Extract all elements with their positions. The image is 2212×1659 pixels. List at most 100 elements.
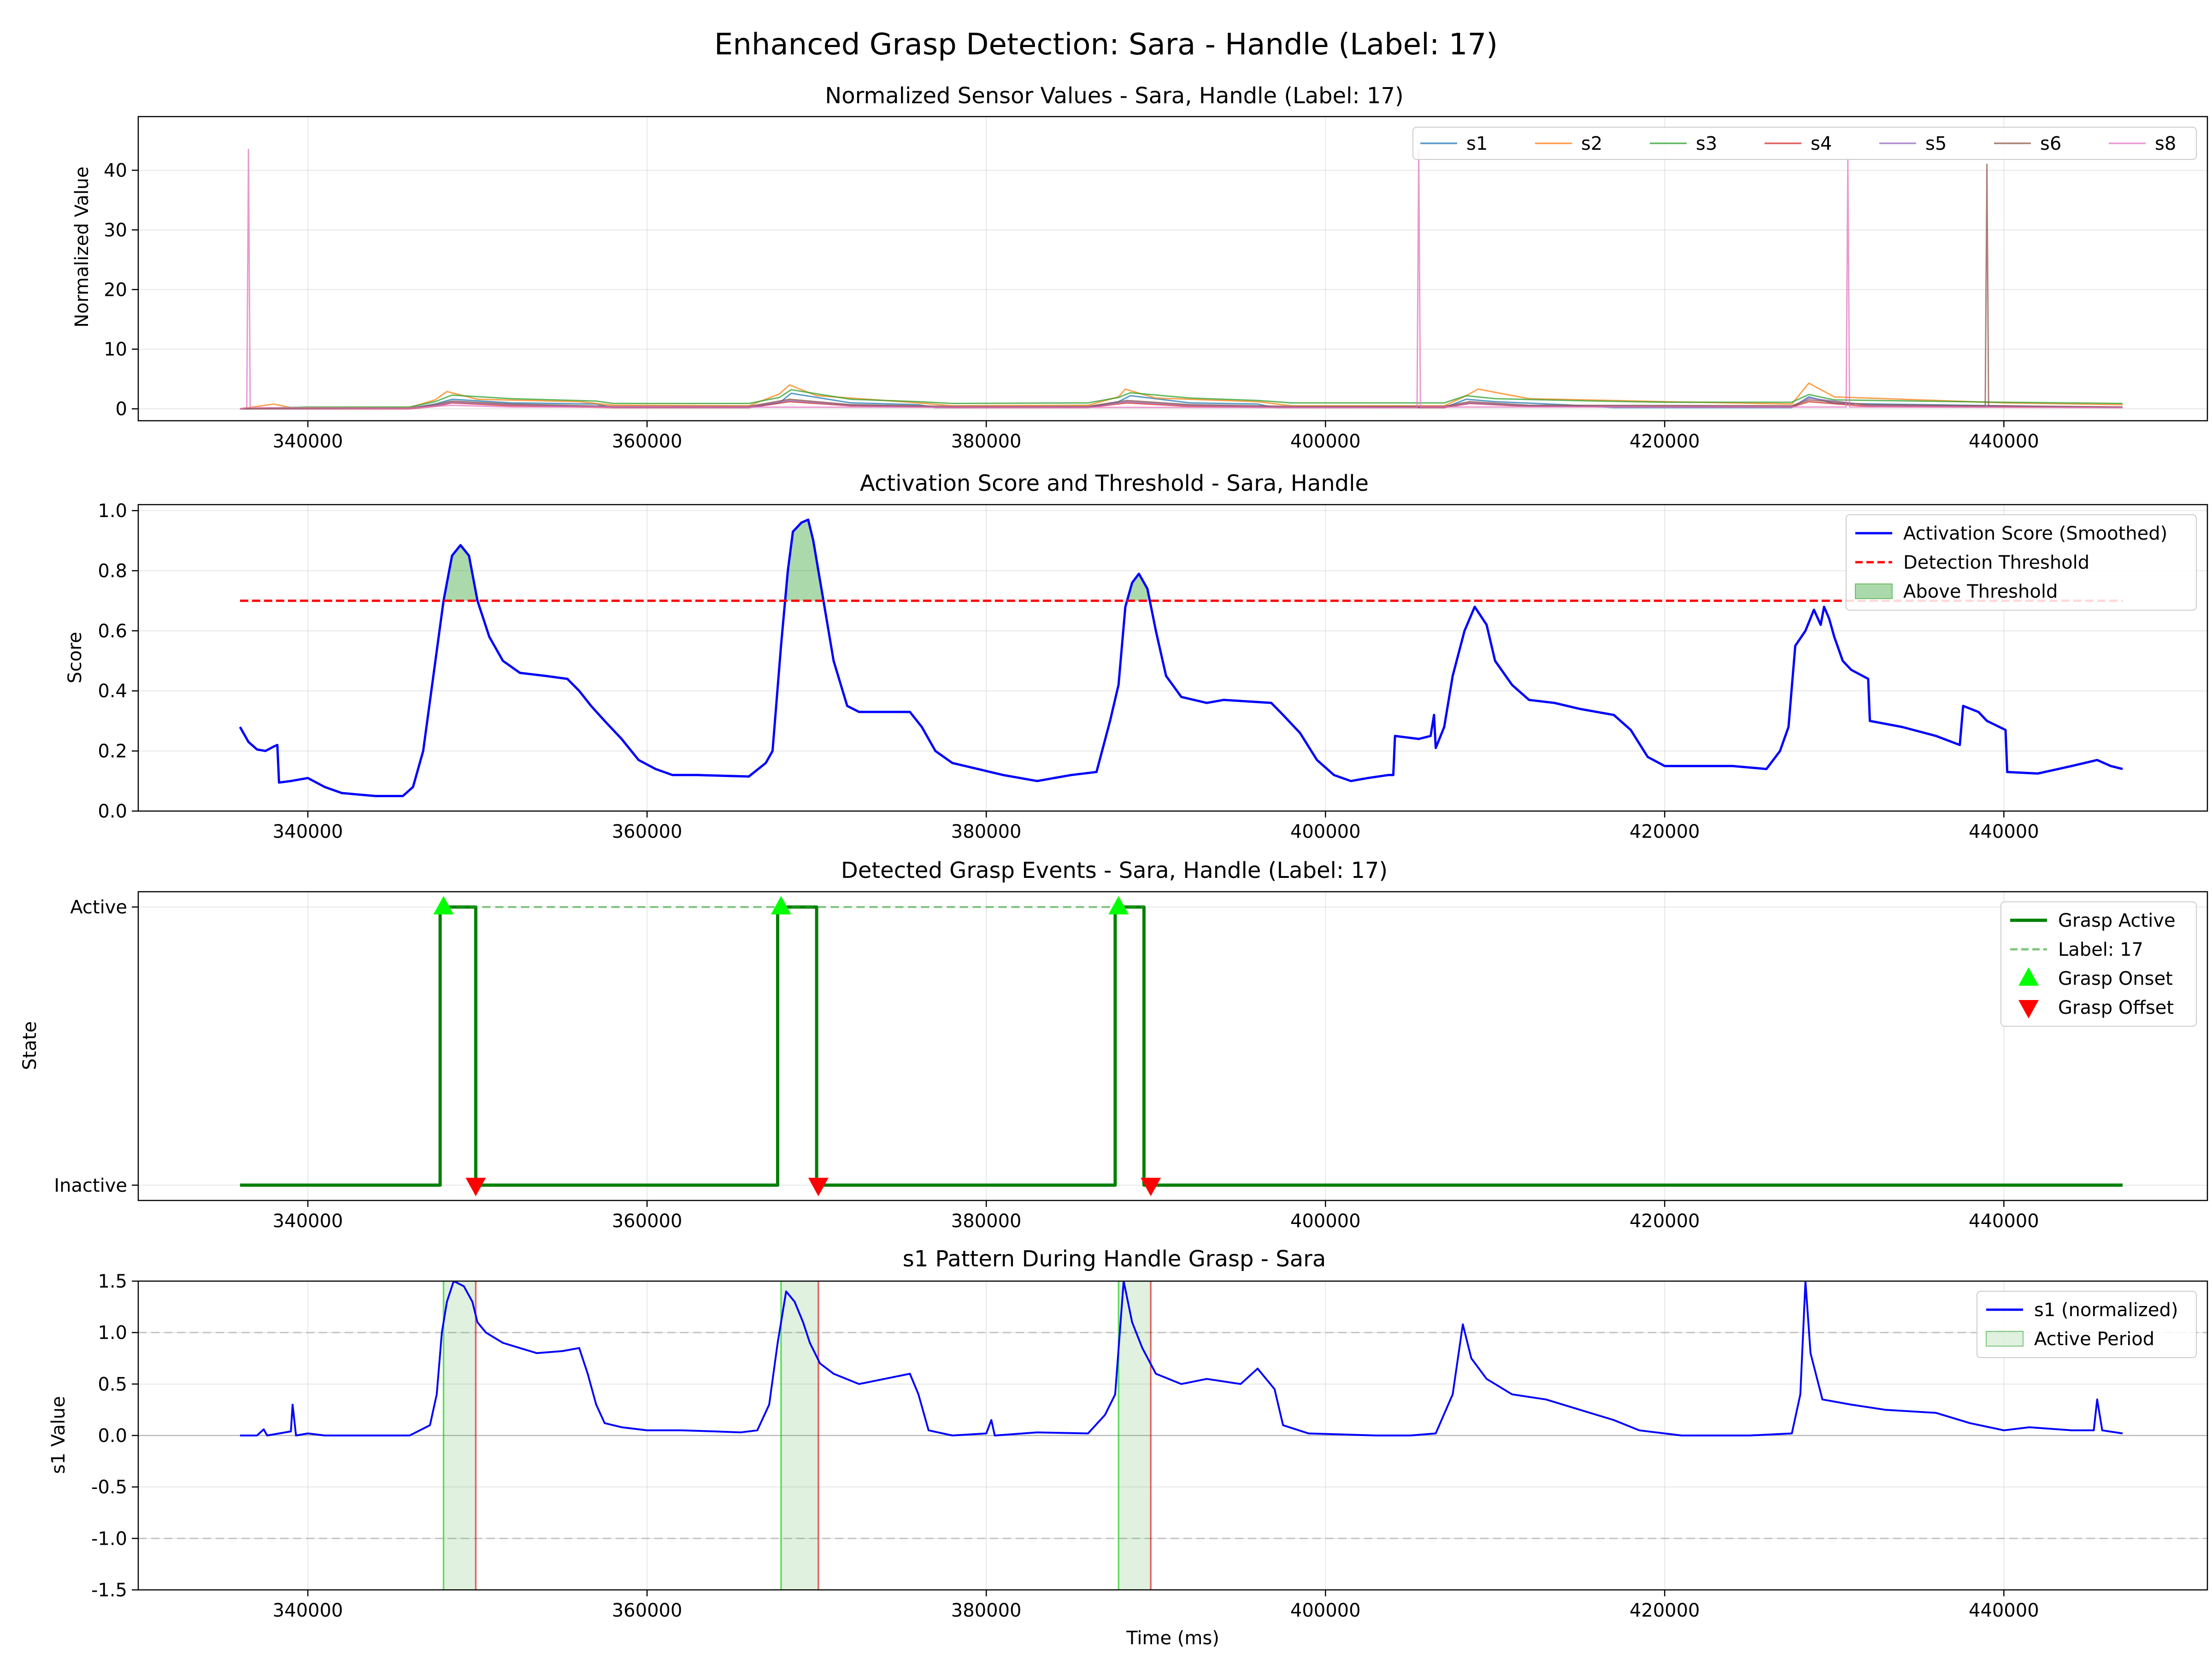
panel4-title: s1 Pattern During Handle Grasp - Sara <box>903 1246 1326 1272</box>
x-tick-label: 380000 <box>951 1211 1022 1232</box>
x-tick-label: 360000 <box>612 821 682 842</box>
x-tick-label: 360000 <box>612 431 682 452</box>
series-line-s6 <box>240 164 2123 410</box>
legend-onset-marker <box>2018 967 2039 986</box>
legend-box <box>2000 901 2197 1027</box>
data-layer <box>239 518 2123 797</box>
x-tick-label: 420000 <box>1630 431 1700 452</box>
legend-2: Activation Score (Smoothed) Detection Thr… <box>1846 514 2197 611</box>
y-tick-label: 10 <box>104 339 127 360</box>
panel4-ylabel: s1 Value <box>48 1396 69 1474</box>
y-tick-label: 1.0 <box>98 1323 127 1344</box>
panel-normalized-sensors: Normalized Sensor Values - Sara, Handle … <box>71 83 2208 452</box>
x-tick-label: 380000 <box>951 821 1022 842</box>
x-tick-label: 400000 <box>1290 431 1361 452</box>
y-tick-label: -0.5 <box>91 1477 127 1498</box>
panel2-ylabel: Score <box>65 632 86 683</box>
x-tick-label: 340000 <box>273 1211 343 1232</box>
x-tick-label: 440000 <box>1969 821 2039 842</box>
legend-box <box>1977 1291 2197 1358</box>
y-tick-label: -1.0 <box>91 1528 127 1549</box>
legend-label: s4 <box>1811 133 1832 154</box>
grasp-offset-marker <box>465 1177 486 1196</box>
y-tick-label: 0.4 <box>98 681 127 702</box>
y-tick-label: 0.0 <box>98 1425 127 1447</box>
x-tick-label: 340000 <box>273 1600 343 1621</box>
legend-label: Active Period <box>2034 1329 2154 1350</box>
series-line-s3 <box>240 389 2123 410</box>
y-tick-label: 0.6 <box>98 621 127 642</box>
above-threshold-area <box>1127 574 1150 601</box>
y-tick-label: 40 <box>104 160 127 181</box>
legend-label: s5 <box>1925 133 1947 154</box>
panel3-ylabel: State <box>19 1021 41 1070</box>
legend-label: s6 <box>2040 133 2061 154</box>
panel-s1-pattern: s1 Pattern During Handle Grasp - Sara s1… <box>48 1246 2208 1649</box>
y-tick-label: 0.0 <box>98 801 127 822</box>
legend-offset-marker <box>2018 1000 2039 1018</box>
x-tick-label: 420000 <box>1630 821 1700 842</box>
grasp-offset-marker <box>1141 1177 1161 1196</box>
series-line-s1-normalized- <box>240 1281 2123 1436</box>
x-tick-label: 340000 <box>273 431 343 452</box>
panel3-title: Detected Grasp Events - Sara, Handle (La… <box>841 858 1388 883</box>
y-tick-label: 0.8 <box>98 560 127 582</box>
axes-frame <box>137 1280 2208 1591</box>
plot-area-2: 340000 360000 380000 400000 420000 440000 0.0 0… <box>98 500 2208 842</box>
legend-label: s2 <box>1581 133 1602 154</box>
legend-label: Above Threshold <box>1903 581 2058 602</box>
x-tick-label: 360000 <box>612 1600 682 1621</box>
series-line-s8 <box>240 148 2123 410</box>
y-tick-label: 1.0 <box>98 500 127 522</box>
y-tick-label: 0 <box>116 399 127 420</box>
x-tick-label: 340000 <box>273 821 343 842</box>
y-tick-label: Inactive <box>54 1175 127 1196</box>
x-tick-label: 380000 <box>951 1600 1022 1621</box>
axes-frame <box>137 504 2208 812</box>
legend-label: Grasp Offset <box>2058 997 2174 1018</box>
legend-box <box>1412 127 2197 160</box>
y-tick-label: 1.5 <box>98 1271 127 1292</box>
legend-4: s1 (normalized) Active Period <box>1977 1291 2197 1358</box>
x-tick-label: 440000 <box>1969 431 2039 452</box>
active-period-span <box>443 1281 476 1590</box>
legend-swatch <box>1855 583 1893 599</box>
legend-label: s1 (normalized) <box>2034 1300 2178 1321</box>
plot-area-4: 340000 360000 380000 400000 420000 440000 -1.5… <box>91 1271 2208 1621</box>
x-tick-label: 360000 <box>612 1211 682 1232</box>
legend-label: Activation Score (Smoothed) <box>1903 523 2167 544</box>
legend-label: Grasp Onset <box>2058 968 2173 989</box>
x-tick-label: 400000 <box>1290 821 1361 842</box>
x-tick-label: 380000 <box>951 431 1022 452</box>
axes-frame <box>137 891 2208 1201</box>
legend-3: Grasp Active Label: 17 Grasp Onset Grasp Of… <box>2000 901 2197 1027</box>
panel1-title: Normalized Sensor Values - Sara, Handle … <box>825 83 1403 109</box>
panel2-title: Activation Score and Threshold - Sara, H… <box>860 471 1369 496</box>
x-tick-label: 400000 <box>1290 1211 1361 1232</box>
y-tick-label: 20 <box>104 279 127 300</box>
x-tick-label: 420000 <box>1630 1211 1700 1232</box>
legend-label: s3 <box>1696 133 1717 154</box>
panel1-ylabel: Normalized Value <box>71 166 93 327</box>
legend-label: Detection Threshold <box>1903 552 2089 573</box>
panel-grasp-events: Detected Grasp Events - Sara, Handle (La… <box>19 858 2208 1232</box>
legend-swatch <box>1986 1331 2024 1347</box>
grasp-onset-marker <box>771 896 791 915</box>
legend-label: s8 <box>2155 133 2176 154</box>
x-tick-label: 420000 <box>1630 1600 1700 1621</box>
legend-label: Grasp Active <box>2058 910 2176 931</box>
panel-activation-score: Activation Score and Threshold - Sara, H… <box>65 471 2208 842</box>
active-period-span <box>781 1281 818 1590</box>
y-tick-label: 0.2 <box>98 741 127 762</box>
x-tick-label: 440000 <box>1969 1211 2039 1232</box>
legend-label: Label: 17 <box>2058 939 2143 960</box>
figure-title: Enhanced Grasp Detection: Sara - Handle … <box>714 28 1498 62</box>
x-tick-label: 400000 <box>1290 1600 1361 1621</box>
legend-label: s1 <box>1466 133 1488 154</box>
axes-frame <box>137 116 2208 422</box>
series-line-activation-score-smoothed- <box>239 518 2123 797</box>
legend-box <box>1846 514 2197 611</box>
grasp-offset-marker <box>808 1177 829 1196</box>
active-period-span <box>1118 1281 1151 1590</box>
